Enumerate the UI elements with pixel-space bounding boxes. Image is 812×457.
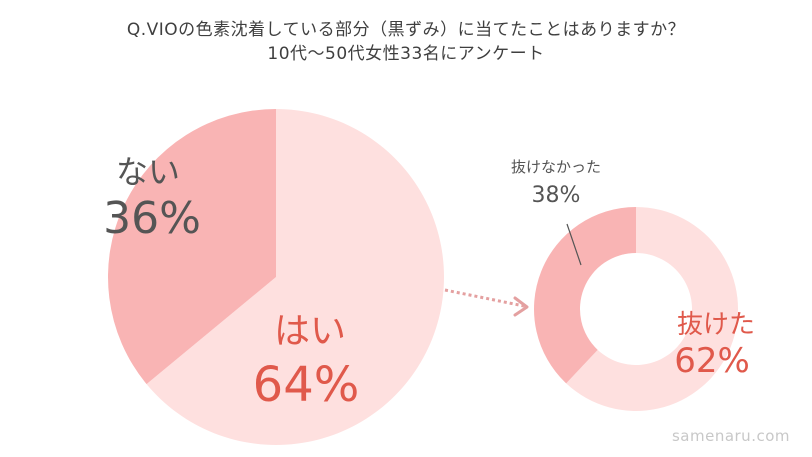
main-pie-chart xyxy=(108,109,444,445)
label-nai: ない xyxy=(116,153,180,191)
value-nuketa: 62% xyxy=(674,341,750,381)
survey-subtitle: 10代〜50代女性33名にアンケート xyxy=(267,44,545,64)
question-title: Q.VIOの色素沈着している部分（黒ずみ）に当てたことはありますか？ xyxy=(126,20,686,40)
label-nukenakatta: 抜けなかった xyxy=(511,158,601,176)
leader-line xyxy=(566,223,582,266)
label-hai: はい xyxy=(274,311,346,352)
dotted-arrow-line xyxy=(444,288,525,308)
detail-donut-chart xyxy=(534,207,738,412)
site-watermark: samenaru.com xyxy=(671,427,790,445)
pie-slice-nai xyxy=(108,109,276,385)
chart-title: Q.VIOの色素沈着している部分（黒ずみ）に当てたことはありますか？ 10代〜5… xyxy=(0,18,812,66)
label-nuketa: 抜けた xyxy=(677,310,755,340)
pie-slice-hai xyxy=(146,109,444,445)
value-hai: 64% xyxy=(253,357,360,413)
connector-arrow xyxy=(444,288,529,317)
arrow-head xyxy=(513,296,529,317)
donut-slice-nukenakatta xyxy=(534,207,636,384)
value-nukenakatta: 38% xyxy=(532,183,581,208)
value-nai: 36% xyxy=(103,193,201,244)
donut-slice-nuketa xyxy=(566,207,738,412)
